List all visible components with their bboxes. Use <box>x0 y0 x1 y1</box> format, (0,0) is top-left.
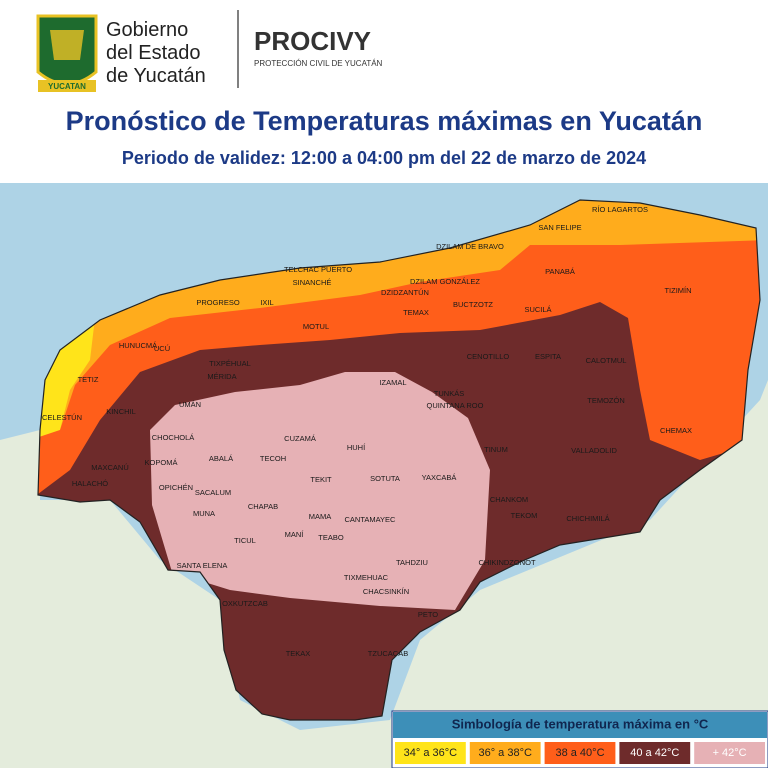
municipality-label: PANABÁ <box>545 267 575 276</box>
municipality-label: CHIKINDZONOT <box>478 558 536 567</box>
gov-line: Gobierno <box>106 19 188 41</box>
municipality-label: CANTAMAYEC <box>345 515 397 524</box>
municipality-labels: RÍO LAGARTOS SAN FELIPE DZILAM DE BRAVO TEL… <box>42 205 692 658</box>
municipality-label: TIXMEHUAC <box>344 573 389 582</box>
municipality-label: MÉRIDA <box>207 372 236 381</box>
zone <box>150 372 490 610</box>
municipality-label: KOPOMÁ <box>145 458 178 467</box>
municipality-label: CELESTÚN <box>42 413 82 422</box>
municipality-label: CALOTMUL <box>586 356 627 365</box>
municipality-label: TEKOM <box>511 511 538 520</box>
municipality-label: SOTUTA <box>370 474 400 483</box>
agency-subtitle: PROTECCIÓN CIVIL DE YUCATÁN <box>254 59 383 68</box>
municipality-label: HUNUCMÁ <box>119 341 157 350</box>
legend-label: 40 a 42°C <box>630 747 679 759</box>
municipality-label: TECOH <box>260 454 286 463</box>
municipality-label: OXKUTZCAB <box>222 599 268 608</box>
shield: YUCATAN <box>36 14 98 92</box>
municipality-label: TINUM <box>484 445 508 454</box>
municipality-label: IXIL <box>260 298 273 307</box>
gov-line: de Yucatán <box>106 65 206 87</box>
municipality-label: DZILAM DE BRAVO <box>436 242 504 251</box>
municipality-label: CHOCHOLÁ <box>152 433 195 442</box>
municipality-label: CENOTILLO <box>467 352 510 361</box>
municipality-label: MAMA <box>309 512 332 521</box>
municipality-label: CHANKOM <box>490 495 528 504</box>
municipality-label: TETIZ <box>78 375 99 384</box>
state-outline <box>37 199 761 721</box>
municipality-label: MUNA <box>193 509 215 518</box>
municipality-label: CHICHIMILÁ <box>566 514 609 523</box>
legend-swatch <box>395 742 466 764</box>
municipality-label: IZAMAL <box>379 378 406 387</box>
municipality-label: SUCILÁ <box>524 305 551 314</box>
municipality-label: PROGRESO <box>196 298 240 307</box>
legend-swatch <box>694 742 765 764</box>
municipality-label: TZUCACAB <box>368 649 408 658</box>
legend-swatch <box>469 742 541 764</box>
legend-swatch <box>544 742 616 764</box>
legend-label: 38 a 40°C <box>555 747 604 759</box>
legend-items: 34° a 36°C 36° a 38°C 38 a 40°C 40 a 42°C + … <box>395 742 765 764</box>
legend-label: 34° a 36°C <box>404 747 457 759</box>
municipality-label: TAHDZIU <box>396 558 428 567</box>
municipality-label: MOTUL <box>303 322 329 331</box>
municipality-label: ESPITA <box>535 352 561 361</box>
subtitle: Periodo de validez: 12:00 a 04:00 pm del… <box>122 148 646 168</box>
legend-swatch <box>619 742 691 764</box>
legend: Simbología de temperatura máxima en °C 3… <box>391 710 768 768</box>
title: Pronóstico de Temperaturas máximas en Yu… <box>66 106 703 136</box>
municipality-label: TICUL <box>234 536 256 545</box>
municipality-label: BUCTZOTZ <box>453 300 493 309</box>
municipality-label: TELCHAC PUERTO <box>284 265 352 274</box>
municipality-label: UMÁN <box>179 400 201 409</box>
municipality-label: OPICHÉN <box>159 483 193 492</box>
legend-header <box>393 712 767 738</box>
municipality-label: SANTA ELENA <box>177 561 228 570</box>
municipality-label: TEKIT <box>310 475 332 484</box>
municipality-label: KINCHIL <box>106 407 136 416</box>
municipality-label: CHAPAB <box>248 502 278 511</box>
municipality-label: SAN FELIPE <box>538 223 581 232</box>
municipality-label: ABALÁ <box>209 454 233 463</box>
municipality-label: CHACSINKÍN <box>363 587 409 596</box>
municipality-label: TEMOZÓN <box>587 396 625 405</box>
municipality-label: PETO <box>418 610 438 619</box>
municipality-label: TIXPÉHUAL <box>209 359 251 368</box>
legend-label: + 42°C <box>713 747 747 759</box>
municipality-label: TIZIMÍN <box>664 286 691 295</box>
municipality-label: TEABO <box>318 533 344 542</box>
municipality-label: DZIDZANTÚN <box>381 288 429 297</box>
municipality-label: QUINTANA ROO <box>427 401 484 410</box>
municipality-label: HUHÍ <box>347 443 366 452</box>
municipality-label: YAXCABÁ <box>422 473 457 482</box>
land <box>0 380 768 768</box>
municipality-label: DZILAM GONZÁLEZ <box>410 277 480 286</box>
municipality-label: TUNKÁS <box>434 389 464 398</box>
municipality-label: MAXCANÚ <box>91 463 129 472</box>
land <box>0 664 100 768</box>
municipality-label: UCÚ <box>154 344 170 353</box>
municipality-label: HALACHÓ <box>72 479 108 488</box>
municipality-label: VALLADOLID <box>571 446 617 455</box>
municipality-label: CUZAMÁ <box>284 434 316 443</box>
legend-label: 36° a 38°C <box>478 747 531 759</box>
legend-title: Simbología de temperatura máxima en °C <box>452 716 709 731</box>
shield-text: YUCATAN <box>48 82 86 91</box>
municipality-label: SACALUM <box>195 488 231 497</box>
municipality-label: CHEMAX <box>660 426 692 435</box>
municipality-label: MANÍ <box>285 530 305 539</box>
municipality-label: SINANCHÉ <box>293 278 332 287</box>
municipality-label: TEMAX <box>403 308 429 317</box>
agency: PROCIVY <box>254 26 371 56</box>
municipality-label: TEKAX <box>286 649 311 658</box>
municipality-label: RÍO LAGARTOS <box>592 205 648 214</box>
gov-line: del Estado <box>106 42 201 64</box>
